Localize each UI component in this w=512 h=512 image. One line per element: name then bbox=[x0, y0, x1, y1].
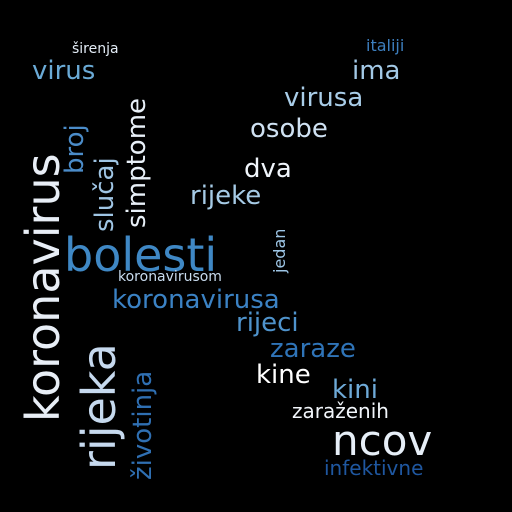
word-rijeci: rijeci bbox=[236, 308, 299, 338]
word-zivotinja: životinja bbox=[128, 370, 158, 480]
word-zarazenih: zaraženih bbox=[292, 399, 389, 423]
word-jedan: jedan bbox=[270, 228, 289, 273]
word-virus: virus bbox=[32, 56, 96, 86]
word-simptome: simptome bbox=[122, 97, 152, 228]
word-slucaj: slučaj bbox=[90, 157, 120, 232]
word-dva: dva bbox=[244, 154, 292, 184]
word-koronavirusom: koronavirusom bbox=[118, 269, 222, 285]
word-sirenja: širenja bbox=[72, 41, 119, 57]
word-infektivne: infektivne bbox=[324, 456, 424, 480]
word-osobe: osobe bbox=[250, 114, 328, 144]
word-rijeka: rijeka bbox=[72, 343, 126, 470]
word-ima: ima bbox=[352, 56, 401, 86]
word-ncov: ncov bbox=[332, 416, 433, 465]
word-rijeke: rijeke bbox=[190, 181, 262, 211]
word-kini: kini bbox=[332, 375, 378, 405]
word-koronavirus: koronavirus bbox=[16, 153, 70, 422]
word-broj: broj bbox=[60, 124, 90, 174]
word-virusa: virusa bbox=[284, 83, 364, 113]
word-koronavirusa: koronavirusa bbox=[112, 285, 280, 315]
word-kine: kine bbox=[256, 360, 311, 390]
word-italiji: italiji bbox=[366, 36, 405, 55]
word-zaraze: zaraze bbox=[270, 334, 356, 364]
word-bolesti: bolesti bbox=[64, 228, 218, 282]
